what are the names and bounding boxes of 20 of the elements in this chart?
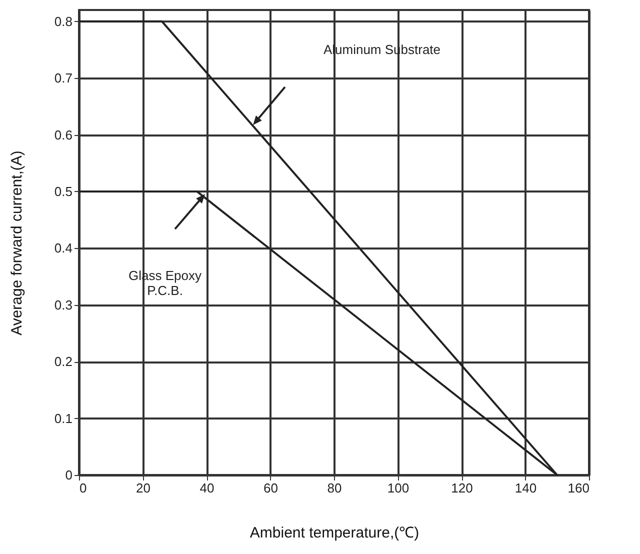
y-tick-label: 0.7 [54,70,72,86]
x-tick-label: 100 [387,480,410,496]
x-tick-label: 80 [327,480,342,496]
y-tick-label: 0.5 [54,184,72,199]
x-axis-title: Ambient temperature,(℃) [250,524,420,542]
x-tick-label: 60 [264,480,278,496]
y-tick-label: 0.1 [54,410,72,426]
y-tick-label: 0 [65,468,72,482]
x-tick-label: 40 [200,480,214,496]
x-tick-label: 0 [80,480,87,496]
y-tick-label: 0.8 [54,14,72,29]
x-tick-label: 20 [136,480,150,496]
x-tick-label: 140 [514,480,537,496]
y-tick-label: 0.2 [54,354,72,370]
x-tick-label: 120 [451,480,473,496]
y-tick-label: 0.3 [54,297,72,312]
y-tick-label: 0.6 [54,127,72,142]
y-tick-label: 0.4 [54,240,72,256]
y-axis-title: Average forward current,(A) [8,150,26,336]
x-tick-label: 160 [568,480,590,496]
